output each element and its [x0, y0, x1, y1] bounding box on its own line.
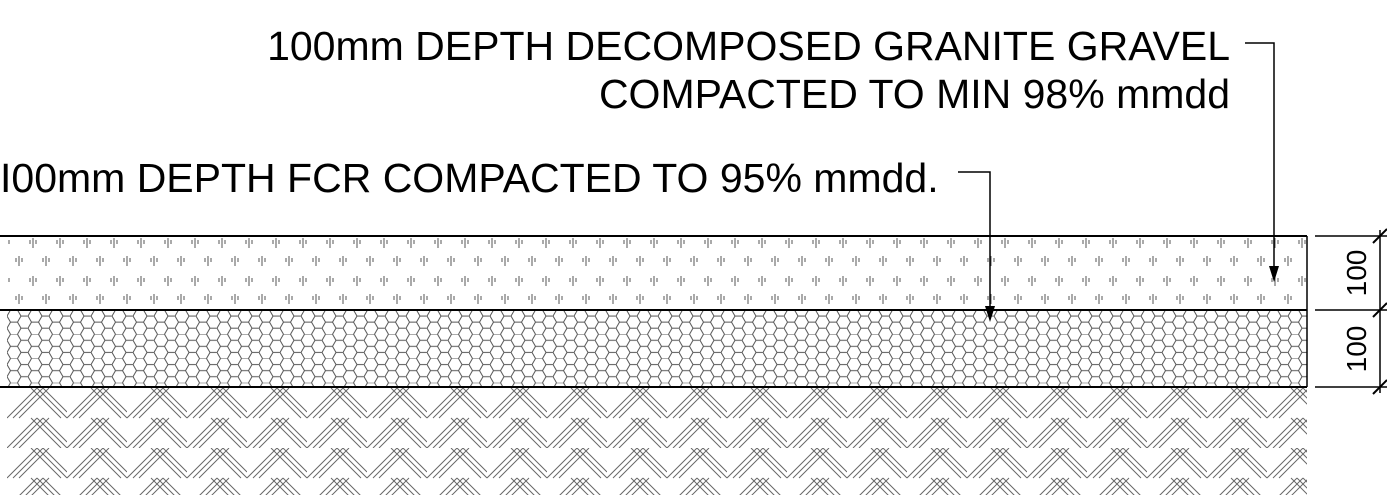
subgrade-layer [7, 388, 1307, 495]
dimension-upper: 100 [1341, 250, 1372, 297]
fcr-note: I00mm DEPTH FCR COMPACTED TO 95% mmdd. [0, 155, 939, 201]
granite-note-line2: COMPACTED TO MIN 98% mmdd [599, 71, 1230, 117]
granite-note-line1: 100mm DEPTH DECOMPOSED GRANITE GRAVEL [267, 23, 1230, 69]
granite-leader [1245, 42, 1279, 282]
granite-gravel-layer [0, 235, 1307, 310]
dimension-lower: 100 [1341, 326, 1372, 373]
dimension-chain [1315, 228, 1387, 395]
fcr-leader [958, 171, 995, 322]
fcr-base-layer [0, 309, 1307, 388]
